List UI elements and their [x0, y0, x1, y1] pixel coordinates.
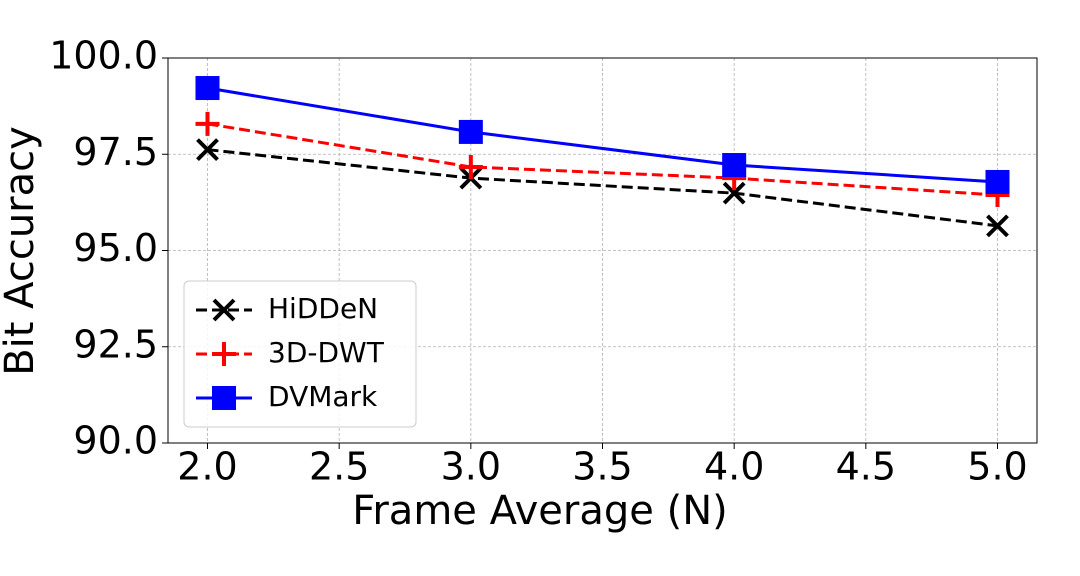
marker: [212, 386, 236, 410]
series-line: [207, 122, 998, 197]
x-tick-label: 3.5: [572, 445, 632, 489]
x-axis-label: Frame Average (N): [352, 488, 727, 534]
marker: [985, 169, 1010, 194]
marker: [722, 153, 747, 178]
legend-label: DVMark: [268, 380, 378, 413]
legend-label: 3D-DWT: [268, 336, 385, 369]
y-tick-label: 95.0: [73, 226, 158, 270]
legend-box: [183, 280, 417, 428]
marker: [195, 76, 220, 101]
marker: [212, 298, 236, 322]
y-axis-label: Bit Accuracy: [0, 126, 43, 376]
marker: [195, 111, 220, 136]
marker: [722, 181, 746, 205]
legend-label: HiDDeN: [268, 292, 378, 325]
plot-frame: [167, 57, 1038, 444]
x-tick-label: 4.0: [704, 445, 764, 489]
x-tick-label: 4.5: [836, 445, 896, 489]
series-line: [207, 148, 998, 228]
marker: [196, 138, 219, 162]
y-tick-label: 97.5: [73, 130, 158, 174]
x-tick-label: 3.0: [441, 445, 501, 489]
marker: [986, 214, 1009, 238]
y-tick-label: 92.5: [73, 322, 158, 366]
series-line: [207, 86, 998, 184]
x-tick-label: 2.0: [177, 445, 237, 489]
x-tick-label: 2.5: [309, 445, 369, 489]
marker: [212, 342, 236, 366]
marker: [458, 154, 483, 179]
y-tick-label: 100.0: [49, 34, 158, 78]
marker: [458, 119, 483, 144]
x-tick-label: 5.0: [967, 445, 1027, 489]
y-tick-label: 90.0: [73, 419, 158, 463]
